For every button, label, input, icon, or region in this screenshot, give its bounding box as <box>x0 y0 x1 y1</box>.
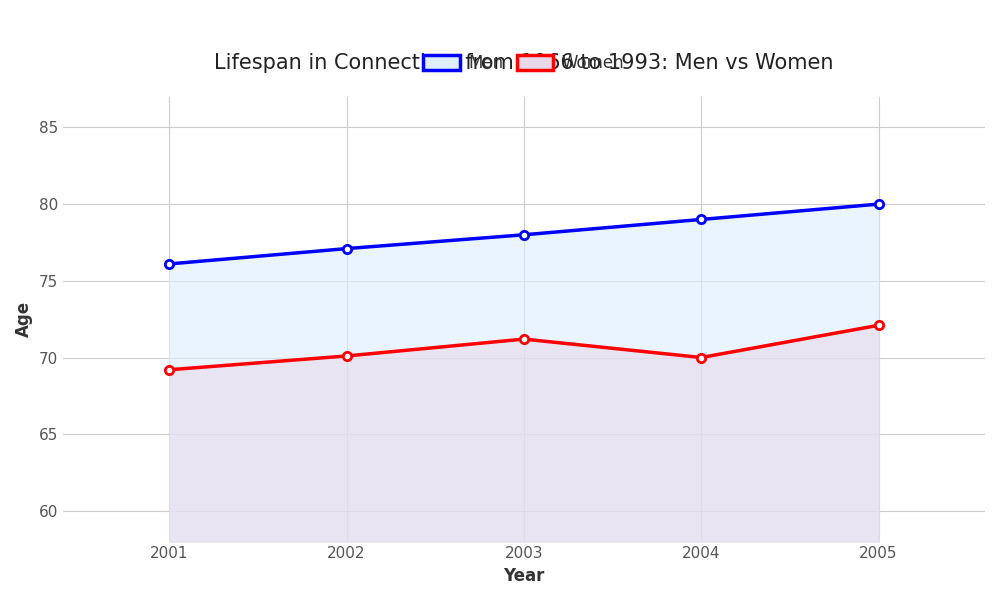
Title: Lifespan in Connecticut from 1966 to 1993: Men vs Women: Lifespan in Connecticut from 1966 to 199… <box>214 53 834 73</box>
Legend: Men, Women: Men, Women <box>417 47 631 79</box>
Y-axis label: Age: Age <box>15 301 33 337</box>
X-axis label: Year: Year <box>503 567 545 585</box>
